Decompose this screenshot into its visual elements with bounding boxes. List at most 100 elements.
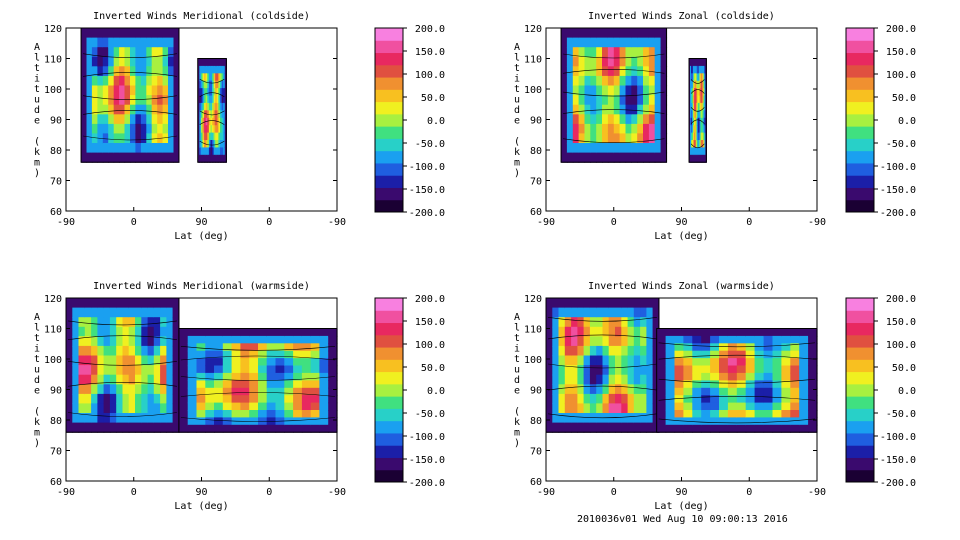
heatmap-cell: [218, 65, 221, 74]
heatmap-cell: [223, 88, 226, 97]
colorbar-segment: [375, 199, 403, 213]
heatmap-cell: [584, 95, 591, 106]
heatmap-cell: [654, 75, 662, 87]
contour-line: [83, 72, 177, 77]
heatmap-cell: [84, 374, 92, 385]
heatmap-cell: [214, 350, 224, 359]
contour-line: [180, 376, 336, 381]
x-tick-label: -90: [537, 217, 555, 228]
heatmap-cell: [701, 80, 704, 89]
heatmap-cell: [646, 365, 654, 376]
heatmap-cell: [293, 372, 303, 381]
heatmap-cell: [564, 317, 572, 328]
heatmap-cell: [625, 28, 632, 39]
heatmap-cell: [151, 56, 158, 67]
heatmap-cell: [584, 133, 591, 144]
heatmap-cell: [631, 37, 638, 48]
heatmap-cell: [697, 125, 700, 134]
heatmap-cell: [231, 335, 241, 344]
heatmap-cell: [692, 95, 695, 104]
heatmap-cell: [633, 355, 641, 366]
heatmap-cell: [694, 58, 697, 67]
heatmap-cell: [699, 132, 702, 141]
heatmap-cell: [702, 102, 705, 111]
colorbar-tick-label: 200.0: [415, 294, 445, 305]
heatmap-cell: [643, 123, 650, 135]
heatmap-cell: [140, 47, 147, 58]
heatmap-cell: [640, 317, 647, 328]
heatmap-cell: [754, 410, 765, 418]
heatmap-cell: [763, 365, 774, 374]
heatmap-cell: [674, 380, 684, 389]
heatmap-cell: [103, 355, 111, 366]
heatmap-cell: [710, 395, 720, 404]
heatmap-cell: [221, 154, 224, 163]
heatmap-cell: [596, 336, 604, 347]
heatmap-cell: [310, 395, 321, 404]
heatmap-cell: [124, 104, 131, 115]
heatmap-cell: [91, 374, 98, 385]
heatmap-cell: [102, 143, 109, 154]
heatmap-cell: [153, 393, 161, 405]
heatmap-cell: [212, 80, 215, 89]
heatmap-cell: [571, 317, 578, 328]
x-tick-label: 90: [675, 487, 687, 498]
heatmap-cell: [97, 37, 104, 48]
colorbar-segment: [846, 334, 874, 348]
heatmap-cell: [202, 80, 205, 89]
heatmap-cell: [754, 372, 765, 381]
heatmap-cell: [266, 402, 277, 411]
heatmap-cell: [772, 343, 782, 352]
heatmap-cell: [173, 95, 180, 106]
heatmap-cell: [160, 422, 167, 433]
heatmap-cell: [558, 307, 566, 318]
heatmap-cell: [223, 140, 226, 148]
heatmap-cell: [656, 380, 667, 389]
heatmap-cell: [197, 110, 200, 119]
heatmap-cell: [258, 395, 268, 404]
heatmap-cell: [643, 152, 650, 163]
heatmap-cell: [147, 393, 155, 405]
heatmap-cell: [693, 125, 696, 134]
heatmap-cell: [91, 133, 98, 144]
heatmap-cell: [178, 365, 189, 374]
heatmap-cell: [160, 413, 167, 424]
heatmap-cell: [220, 65, 223, 74]
heatmap-cell: [172, 384, 180, 395]
heatmap-cell: [566, 75, 574, 87]
heatmap-cell: [284, 372, 294, 381]
heatmap-cell: [97, 114, 104, 125]
colorbar-tick-label: -200.0: [880, 208, 916, 219]
heatmap-cell: [727, 387, 738, 396]
heatmap-cell: [589, 355, 597, 366]
heatmap-cell: [218, 88, 221, 97]
heatmap-cell: [119, 66, 126, 77]
heatmap-cell: [130, 123, 136, 135]
heatmap-cell: [187, 424, 198, 433]
block-outline: [688, 58, 707, 163]
heatmap-cell: [702, 73, 705, 82]
heatmap-cell: [589, 365, 597, 376]
heatmap-cell: [72, 298, 80, 309]
heatmap-cell: [166, 374, 174, 385]
heatmap-cell: [656, 402, 667, 411]
contour-line: [67, 335, 177, 340]
heatmap-cell: [772, 410, 782, 418]
heatmap-cell: [141, 298, 149, 309]
heatmap-cell: [660, 28, 668, 39]
x-tick-label: 0: [131, 217, 137, 228]
heatmap-cell: [692, 328, 702, 337]
colorbar-segment: [375, 52, 403, 66]
heatmap-cell: [284, 335, 294, 344]
colorbar-tick-label: 150.0: [886, 47, 916, 58]
heatmap-cell: [583, 298, 591, 309]
heatmap-cell: [168, 95, 174, 106]
heatmap-cell: [275, 343, 285, 352]
heatmap-cell: [221, 88, 224, 97]
heatmap-cell: [596, 85, 603, 96]
heatmap-cell: [128, 326, 136, 337]
heatmap-cell: [240, 358, 250, 367]
y-tick-label: 60: [530, 207, 542, 218]
heatmap-cell: [102, 104, 109, 115]
